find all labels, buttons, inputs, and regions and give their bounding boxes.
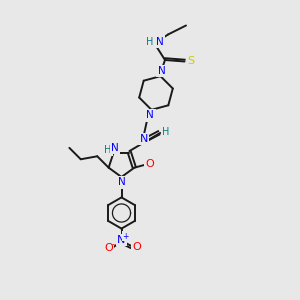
Text: O: O (133, 242, 142, 253)
Text: O: O (146, 159, 154, 169)
Text: N: N (117, 235, 126, 245)
Text: -: - (112, 240, 115, 249)
Text: S: S (188, 56, 195, 67)
Text: N: N (118, 177, 125, 188)
Text: H: H (104, 145, 112, 154)
Text: N: N (111, 143, 118, 153)
Text: N: N (158, 66, 166, 76)
Text: O: O (104, 243, 113, 254)
Text: H: H (146, 37, 154, 47)
Text: H: H (162, 127, 169, 137)
Text: N: N (156, 37, 164, 47)
Text: N: N (146, 110, 154, 120)
Text: N: N (140, 134, 148, 144)
Text: +: + (122, 232, 129, 241)
